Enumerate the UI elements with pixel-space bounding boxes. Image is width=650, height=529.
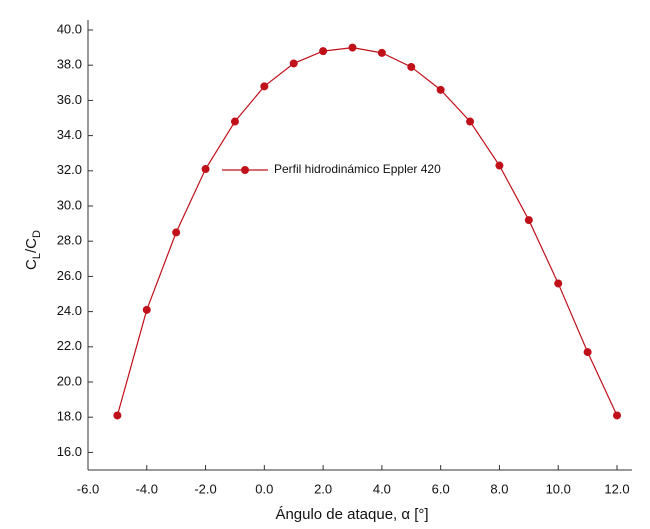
data-point [289, 59, 298, 68]
x-tick-label: 10.0 [546, 481, 571, 496]
data-point [466, 117, 475, 126]
data-point [201, 165, 210, 174]
data-point [554, 279, 563, 288]
y-label-part: D [31, 230, 43, 238]
x-tick-label: -2.0 [194, 481, 216, 496]
y-label-part: L [31, 253, 43, 259]
x-axis-label: Ángulo de ataque, α [°] [275, 506, 428, 523]
y-tick-label: 36.0 [57, 92, 82, 107]
y-tick-label: 34.0 [57, 127, 82, 142]
legend-marker [241, 166, 249, 174]
x-tick-label: 2.0 [314, 481, 332, 496]
y-tick-label: 16.0 [57, 444, 82, 459]
data-point [172, 228, 181, 237]
x-tick-label: 12.0 [604, 481, 629, 496]
y-tick-label: 28.0 [57, 233, 82, 248]
data-point [407, 62, 416, 71]
y-tick-label: 30.0 [57, 197, 82, 212]
y-label-part: /C [23, 238, 40, 253]
y-label-part: C [23, 259, 40, 270]
y-tick-label: 32.0 [57, 162, 82, 177]
y-tick-label: 20.0 [57, 373, 82, 388]
data-point [377, 48, 386, 57]
x-tick-label: -4.0 [136, 481, 158, 496]
x-tick-label: 8.0 [490, 481, 508, 496]
data-point [230, 117, 239, 126]
x-tick-label: -6.0 [77, 481, 99, 496]
y-axis-label: CL/CD [23, 230, 43, 270]
data-point [436, 85, 445, 94]
data-point [142, 305, 151, 314]
y-tick-label: 18.0 [57, 409, 82, 424]
data-point [348, 43, 357, 52]
legend-label: Perfil hidrodinámico Eppler 420 [274, 162, 441, 176]
x-tick-label: 0.0 [255, 481, 273, 496]
data-point [583, 348, 592, 357]
y-tick-label: 22.0 [57, 338, 82, 353]
y-tick-label: 40.0 [57, 21, 82, 36]
data-point [319, 47, 328, 56]
y-tick-label: 24.0 [57, 303, 82, 318]
y-tick-label: 26.0 [57, 268, 82, 283]
data-point [260, 82, 269, 91]
y-tick-label: 38.0 [57, 57, 82, 72]
data-point [524, 216, 533, 225]
data-point [613, 411, 621, 420]
data-point [113, 411, 122, 420]
data-point [495, 161, 504, 170]
series-line [116, 46, 618, 416]
x-tick-label: 4.0 [373, 481, 391, 496]
x-tick-label: 6.0 [432, 481, 450, 496]
